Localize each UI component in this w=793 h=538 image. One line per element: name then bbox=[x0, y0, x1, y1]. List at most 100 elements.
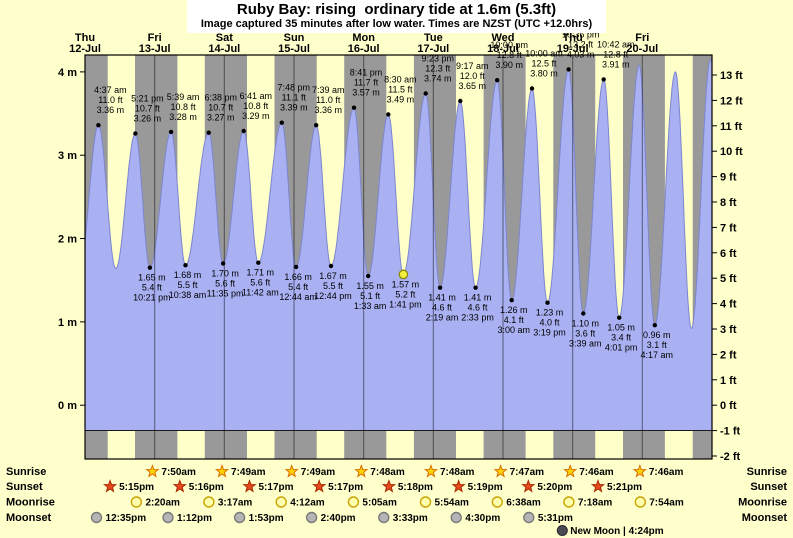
sunrise-star-icon bbox=[563, 464, 578, 478]
low-tide-ft: 3.1 ft bbox=[647, 340, 668, 350]
day-label-name: Fri bbox=[148, 32, 162, 44]
low-tide-m: 1.71 m bbox=[247, 268, 275, 278]
moonrise-icon bbox=[491, 496, 503, 508]
astro-time-moonrise: 6:38am bbox=[506, 498, 541, 509]
tide-area bbox=[85, 59, 712, 431]
y-axis-right-label: -1 ft bbox=[720, 426, 741, 438]
high-tide-time: 9:17 am bbox=[456, 61, 489, 71]
y-axis-right-label: -2 ft bbox=[720, 451, 741, 463]
day-label-date: 17-Jul bbox=[417, 43, 449, 55]
day-label-name: Sat bbox=[216, 32, 233, 44]
low-tide-m: 1.41 m bbox=[464, 293, 492, 303]
moonset-icon bbox=[378, 511, 390, 524]
new-moon-label: New Moon | 4:24pm bbox=[570, 526, 663, 537]
moonrise-icon bbox=[563, 496, 575, 508]
high-tide-dot bbox=[133, 131, 138, 136]
low-tide-ft: 4.1 ft bbox=[504, 315, 525, 325]
sunset-star-icon bbox=[590, 479, 606, 493]
sunrise-star-icon bbox=[632, 464, 647, 478]
astro-row-label-left-moonset: Moonset bbox=[6, 512, 52, 524]
title-chip: Ruby Bay: rising ordinary tide at 1.6m (… bbox=[186, 0, 607, 33]
day-label-name: Tue bbox=[424, 32, 443, 44]
high-tide-dot bbox=[458, 98, 463, 104]
high-tide-dot bbox=[601, 77, 606, 82]
title-area: Ruby Bay: rising ordinary tide at 1.6m (… bbox=[0, 0, 793, 33]
high-tide-ft: 12.5 ft bbox=[532, 59, 558, 69]
high-tide-time: 7:39 am bbox=[312, 85, 345, 95]
high-tide-dot bbox=[529, 86, 535, 91]
high-tide-ft: 11.1 ft bbox=[282, 93, 307, 103]
astro-time-moonrise: 4:12am bbox=[290, 498, 325, 509]
high-tide-time: 5:39 am bbox=[167, 92, 200, 102]
tide-curve bbox=[84, 59, 713, 329]
high-tide-dot bbox=[566, 67, 571, 72]
high-tide-ft: 11.5 ft bbox=[388, 84, 413, 94]
y-axis-left-label: 2 m bbox=[58, 234, 77, 246]
astro-time-moonrise: 5:05am bbox=[362, 498, 397, 509]
moonset-icon bbox=[305, 511, 318, 524]
moonset-icon bbox=[162, 511, 174, 524]
low-tide-dot bbox=[473, 285, 478, 290]
high-tide-ft: 10.8 ft bbox=[243, 101, 269, 111]
low-tide-time: 1:41 pm bbox=[389, 299, 422, 309]
high-tide-dot bbox=[241, 128, 246, 134]
low-tide-time: 11:42 am bbox=[242, 288, 279, 298]
astro-time-moonset: 3:33pm bbox=[393, 513, 428, 524]
low-tide-ft: 4.6 ft bbox=[432, 303, 453, 313]
low-tide-dot bbox=[147, 265, 153, 270]
high-tide-m: 3.65 m bbox=[459, 81, 487, 91]
astro-time-moonset: 5:31pm bbox=[538, 513, 573, 524]
low-tide-time: 2:19 am bbox=[426, 313, 459, 323]
astro-time-sunrise: 7:48am bbox=[370, 467, 405, 478]
high-tide-time: 7:48 pm bbox=[278, 83, 311, 93]
y-axis-left-label: 1 m bbox=[58, 317, 77, 329]
astro-time-sunset: 5:16pm bbox=[189, 482, 224, 493]
day-label-name: Wed bbox=[491, 32, 514, 44]
high-tide-ft: 10.7 ft bbox=[135, 104, 161, 114]
astro-time-sunrise: 7:47am bbox=[510, 467, 545, 478]
high-tide-dot bbox=[495, 78, 500, 83]
low-tide-time: 10:21 pm bbox=[133, 293, 171, 303]
day-label-name: Mon bbox=[352, 32, 375, 44]
high-tide-ft: 12.8 ft bbox=[603, 49, 629, 59]
low-tide-dot bbox=[509, 298, 514, 303]
high-tide-ft: 11.0 ft bbox=[316, 95, 341, 105]
high-tide-dot bbox=[351, 105, 357, 110]
sunset-star-icon bbox=[381, 479, 396, 493]
low-tide-ft: 3.6 ft bbox=[575, 329, 596, 339]
low-tide-dot bbox=[652, 323, 657, 328]
astro-time-moonset: 1:12pm bbox=[177, 513, 212, 524]
sunset-star-icon bbox=[451, 479, 466, 493]
astro-time-moonset: 12:35pm bbox=[106, 513, 147, 524]
high-tide-m: 3.26 m bbox=[134, 114, 162, 124]
astro-row-label-right-moonrise: Moonrise bbox=[738, 497, 787, 509]
y-axis-right-label: 4 ft bbox=[720, 299, 737, 311]
low-tide-time: 4:01 pm bbox=[605, 343, 638, 353]
low-tide-dot bbox=[220, 261, 226, 266]
y-axis-right-label: 6 ft bbox=[720, 248, 737, 260]
high-tide-ft: 12.0 ft bbox=[460, 71, 486, 81]
y-axis-right-label: 2 ft bbox=[720, 349, 737, 361]
y-axis-right-label: 3 ft bbox=[720, 324, 737, 336]
low-tide-ft: 5.4 ft bbox=[142, 283, 163, 293]
sunset-star-icon bbox=[521, 479, 536, 493]
sunrise-star-icon bbox=[284, 464, 299, 478]
low-tide-m: 1.67 m bbox=[319, 271, 347, 281]
y-axis-right-label: 10 ft bbox=[720, 146, 743, 158]
low-tide-dot bbox=[545, 300, 550, 305]
moonrise-icon bbox=[130, 496, 143, 508]
low-tide-dot bbox=[293, 264, 299, 270]
high-tide-time: 5:21 pm bbox=[131, 94, 164, 104]
high-tide-dot bbox=[279, 120, 284, 125]
low-tide-dot bbox=[183, 263, 188, 268]
low-tide-time: 4:17 am bbox=[640, 350, 673, 360]
high-tide-m: 3.91 m bbox=[602, 59, 630, 69]
high-tide-ft: 10.7 ft bbox=[208, 103, 234, 113]
astro-time-sunset: 5:19pm bbox=[468, 482, 503, 493]
astro-time-moonset: 4:30pm bbox=[465, 513, 500, 524]
moonrise-icon bbox=[419, 496, 432, 508]
astro-time-moonrise: 2:20am bbox=[145, 498, 180, 509]
chart-subtitle: Image captured 35 minutes after low wate… bbox=[200, 18, 593, 30]
low-tide-time: 3:19 pm bbox=[533, 328, 566, 338]
